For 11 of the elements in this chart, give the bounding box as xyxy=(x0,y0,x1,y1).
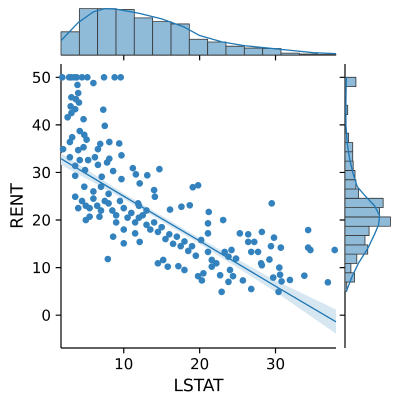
x-tick-label: 20 xyxy=(191,358,208,370)
y-tick-label: 50 xyxy=(33,72,50,83)
x-axis-title: LSTAT xyxy=(175,378,224,392)
y-tick-label: 20 xyxy=(32,214,50,226)
y-tick-label: 30 xyxy=(33,166,50,178)
y-tick-label: 40 xyxy=(32,119,50,131)
x-tick-label: 10 xyxy=(116,358,132,370)
x-tick-label: 30 xyxy=(267,358,284,370)
y-tick-label: 10 xyxy=(34,262,50,274)
y-axis-title: RENT xyxy=(10,183,23,228)
y-tick-label: 0 xyxy=(42,310,50,321)
